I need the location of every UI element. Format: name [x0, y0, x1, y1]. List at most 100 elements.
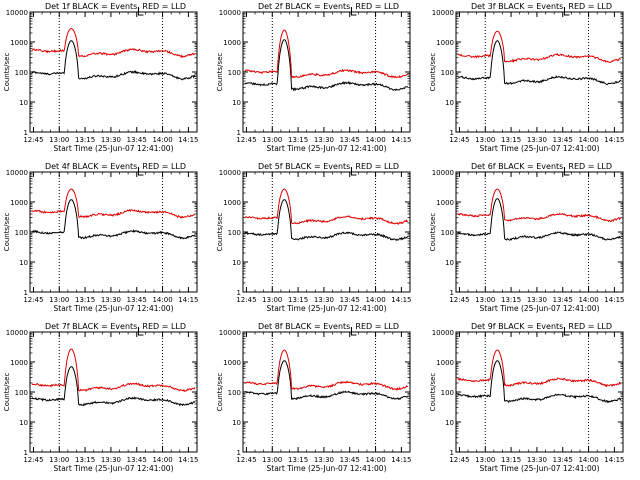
x-tick-label: 13:15 — [501, 456, 521, 464]
panel-title: Det 9f BLACK = Events, RED = LLD — [471, 322, 612, 331]
series-line-lld — [31, 28, 196, 59]
y-tick-label: 100 — [228, 69, 241, 77]
x-tick-label: 13:30 — [527, 456, 547, 464]
plot-frame — [455, 171, 624, 293]
series-line-events — [457, 198, 622, 241]
x-tick-label: 13:00 — [262, 136, 282, 144]
y-tick-label: 1000 — [436, 199, 454, 207]
x-tick-label: 14:15 — [604, 296, 624, 304]
x-tick-label: 12:45 — [449, 296, 469, 304]
x-tick-label: 14:15 — [604, 456, 624, 464]
y-tick-label: 10000 — [432, 169, 454, 177]
x-tick-label: 13:30 — [101, 136, 121, 144]
x-tick-label: 14:00 — [578, 136, 598, 144]
panel-title: Det 7f BLACK = Events, RED = LLD — [45, 322, 186, 331]
x-axis-label: Start Time (25-Jun-07 12:41:00) — [267, 304, 387, 313]
x-tick-label: 14:15 — [178, 456, 198, 464]
panel-title: Det 1f BLACK = Events, RED = LLD — [45, 2, 186, 11]
y-tick-label: 100 — [15, 69, 28, 77]
x-tick-label: 13:00 — [49, 456, 69, 464]
series-line-events — [244, 39, 408, 92]
x-tick-label: 13:45 — [340, 296, 360, 304]
y-tick-label: 1000 — [223, 359, 241, 367]
interval-bracket-mark — [350, 327, 357, 336]
x-tick-label: 13:45 — [553, 296, 573, 304]
y-tick-label: 1 — [24, 129, 28, 137]
x-tick-label: 14:15 — [391, 136, 411, 144]
y-tick-label: 10000 — [219, 329, 241, 337]
y-axis-label: Counts/sec — [3, 53, 11, 92]
y-tick-label: 1 — [237, 129, 241, 137]
y-tick-label: 1 — [450, 289, 454, 297]
y-tick-label: 1 — [24, 289, 28, 297]
x-tick-label: 13:15 — [75, 456, 95, 464]
x-tick-label: 13:45 — [553, 456, 573, 464]
x-tick-label: 13:15 — [501, 136, 521, 144]
y-tick-label: 10000 — [432, 9, 454, 17]
x-tick-label: 13:00 — [475, 136, 495, 144]
y-tick-label: 1000 — [436, 39, 454, 47]
x-tick-label: 12:45 — [236, 456, 256, 464]
y-tick-label: 100 — [15, 229, 28, 237]
x-tick-label: 12:45 — [449, 136, 469, 144]
plot-frame — [455, 11, 624, 133]
series-line-lld — [244, 29, 409, 79]
x-tick-label: 12:45 — [23, 136, 43, 144]
y-tick-label: 10000 — [6, 329, 28, 337]
y-tick-label: 100 — [228, 389, 241, 397]
x-axis-label: Start Time (25-Jun-07 12:41:00) — [54, 464, 174, 473]
x-tick-label: 13:45 — [127, 456, 147, 464]
y-tick-label: 1000 — [436, 359, 454, 367]
x-tick-label: 13:00 — [475, 296, 495, 304]
y-axis-label: Counts/sec — [429, 373, 437, 412]
x-tick-label: 13:45 — [127, 136, 147, 144]
x-axis-label: Start Time (25-Jun-07 12:41:00) — [54, 304, 174, 313]
y-tick-label: 10000 — [219, 9, 241, 17]
y-tick-label: 10 — [232, 419, 241, 427]
x-axis-label: Start Time (25-Jun-07 12:41:00) — [267, 464, 387, 473]
panel-6: Det 6f BLACK = Events, RED = LLD 1 10 100 10… — [429, 162, 624, 313]
interval-bracket-mark — [350, 7, 357, 16]
panel-9: Det 9f BLACK = Events, RED = LLD 1 10 100 10… — [429, 322, 624, 473]
series-line-lld — [244, 349, 409, 391]
y-tick-label: 10 — [445, 419, 454, 427]
y-axis-label: Counts/sec — [3, 373, 11, 412]
y-tick-label: 10 — [445, 99, 454, 107]
series-line-events — [457, 40, 621, 86]
x-tick-label: 12:45 — [236, 136, 256, 144]
x-tick-label: 13:15 — [75, 136, 95, 144]
panel-2: Det 2f BLACK = Events, RED = LLD 1 10 100 10… — [216, 2, 411, 153]
x-tick-label: 14:15 — [391, 296, 411, 304]
y-tick-label: 10 — [19, 419, 28, 427]
y-tick-label: 10 — [232, 259, 241, 267]
series-line-lld — [457, 349, 622, 388]
x-axis-label: Start Time (25-Jun-07 12:41:00) — [54, 144, 174, 153]
x-tick-label: 13:00 — [49, 136, 69, 144]
series-line-events — [457, 360, 622, 404]
x-tick-label: 13:30 — [314, 136, 334, 144]
y-tick-label: 10 — [19, 259, 28, 267]
y-tick-label: 10000 — [219, 169, 241, 177]
plot-frame — [29, 171, 198, 293]
x-tick-label: 13:30 — [314, 296, 334, 304]
panel-title: Det 5f BLACK = Events, RED = LLD — [258, 162, 399, 171]
y-axis-label: Counts/sec — [3, 213, 11, 252]
x-axis-label: Start Time (25-Jun-07 12:41:00) — [480, 304, 600, 313]
x-tick-label: 13:00 — [262, 296, 282, 304]
series-line-events — [31, 366, 196, 407]
panel-3: Det 3f BLACK = Events, RED = LLD 1 10 100 10… — [429, 2, 624, 153]
series-line-events — [244, 360, 409, 401]
series-line-lld — [457, 188, 622, 223]
interval-bracket-mark — [350, 167, 357, 176]
y-tick-label: 100 — [15, 389, 28, 397]
y-tick-label: 10000 — [6, 169, 28, 177]
y-tick-label: 1 — [237, 449, 241, 457]
x-tick-label: 13:15 — [288, 136, 308, 144]
x-tick-label: 14:00 — [152, 456, 172, 464]
series-line-events — [31, 199, 196, 240]
y-tick-label: 10000 — [432, 329, 454, 337]
x-tick-label: 13:30 — [101, 456, 121, 464]
x-tick-label: 12:45 — [23, 456, 43, 464]
x-tick-label: 13:45 — [340, 456, 360, 464]
series-line-lld — [244, 188, 409, 225]
